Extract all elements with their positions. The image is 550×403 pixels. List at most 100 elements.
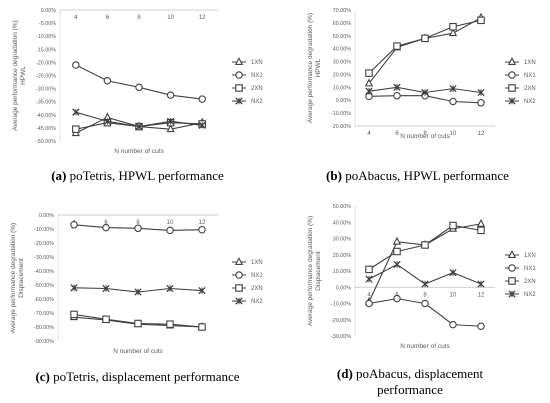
chart-b-point xyxy=(449,23,457,31)
chart-d-point xyxy=(393,247,401,256)
chart-a-point xyxy=(72,125,80,133)
chart-c-point xyxy=(166,226,174,235)
chart-a-point xyxy=(135,122,143,131)
caption-c: (c) poTetris, displacement performance xyxy=(0,369,275,385)
chart-b-x-title: N number of cuts xyxy=(400,133,450,140)
chart-b-point xyxy=(393,83,401,91)
chart-d-legend-label: NX1 xyxy=(524,266,536,272)
chart-b-legend-marker xyxy=(508,84,516,92)
chart-a-xtick-label: 4 xyxy=(74,15,78,21)
chart-b-point xyxy=(365,87,373,95)
chart-d-point xyxy=(477,280,485,288)
chart-d-ytick-label: -20.00% xyxy=(331,318,351,324)
chart-a-point xyxy=(103,117,112,126)
chart-d-point xyxy=(449,221,457,230)
chart-b-xtick-label: 10 xyxy=(450,131,457,137)
chart-c-x-title: N number of cuts xyxy=(113,348,163,355)
chart-b-ytick-label: 30.00% xyxy=(333,60,351,66)
chart-b-point xyxy=(477,16,485,25)
chart-a-point xyxy=(72,61,80,69)
chart-b-legend-label: NX2 xyxy=(524,99,536,105)
chart-c-point xyxy=(134,288,142,296)
chart-a-series-nx1-line xyxy=(75,64,203,100)
caption-d-text2: performance xyxy=(377,382,443,397)
chart-c-legend-label: 2XN xyxy=(251,286,263,292)
chart-c-point xyxy=(166,320,174,328)
chart-d-ytick-label: 10.00% xyxy=(333,269,351,275)
chart-c-point xyxy=(166,284,174,293)
chart-a-xtick-label: 10 xyxy=(167,15,174,21)
chart-d-legend-label: NX2 xyxy=(524,292,536,298)
chart-a-point xyxy=(166,91,175,99)
chart-d-legend-marker xyxy=(508,264,516,272)
chart-b-legend-label: 2XN xyxy=(524,86,536,92)
chart-c-legend-marker xyxy=(235,271,243,279)
chart-c-ytick-label: 0.00% xyxy=(39,213,54,219)
chart-b-ytick-label: -10.00% xyxy=(331,111,351,117)
chart-d-point xyxy=(392,236,402,245)
chart-a-ytick-label: -50.00% xyxy=(36,139,56,145)
chart-a-legend-marker xyxy=(235,97,243,105)
chart-a-y-title: Average performance degradation (%) xyxy=(12,20,19,130)
chart-b-legend-label: 1XN xyxy=(524,60,536,66)
chart-b-point xyxy=(477,88,485,97)
chart-b-point xyxy=(448,28,458,37)
chart-b-series-2xn xyxy=(365,16,485,77)
chart-a-point xyxy=(166,124,175,133)
chart-b-xtick-label: 12 xyxy=(478,131,485,137)
chart-c-ytick-label: -90.00% xyxy=(34,339,54,345)
chart-a-xtick-label: 6 xyxy=(106,15,110,21)
chart-c-point xyxy=(102,315,110,324)
chart-b-ytick-label: 70.00% xyxy=(333,8,351,14)
chart-a-point xyxy=(198,121,206,129)
chart-b-y-title: Average performance degradation (%) xyxy=(307,13,314,123)
chart-a-ytick-label: -35.00% xyxy=(36,100,56,106)
chart-d-ytick-label: -30.00% xyxy=(331,334,351,340)
caption-a: (a) poTetris, HPWL performance xyxy=(0,168,275,184)
chart-d-legend: 1XN NX1 2XN NX2 xyxy=(505,250,536,298)
chart-a-ytick-label: -45.00% xyxy=(36,126,56,132)
caption-a-letter: (a) xyxy=(51,168,67,183)
chart-c-point xyxy=(198,225,206,234)
chart-b-ytick-label: 0.00% xyxy=(336,98,351,104)
chart-d-point xyxy=(449,268,457,277)
chart-c-point xyxy=(70,310,78,319)
chart-b-series-1xn xyxy=(364,12,486,87)
chart-a-ytick-label: -40.00% xyxy=(36,113,56,119)
chart-d-y-subtitle: Displacement xyxy=(315,251,322,291)
chart-d-ytick-label: 40.00% xyxy=(333,220,351,226)
chart-a-ytick-label: 0.00% xyxy=(41,8,56,14)
chart-d-point xyxy=(476,218,486,227)
chart-c-series-nx2 xyxy=(70,284,206,296)
chart-c-point xyxy=(198,323,206,331)
caption-b-text: poAbacus, HPWL performance xyxy=(345,168,509,183)
chart-d-ytick-label: 0.00% xyxy=(336,285,351,291)
chart-d-series-nx1 xyxy=(365,294,485,330)
chart-a-xtick-label: 12 xyxy=(199,15,206,21)
chart-c-series-2xn xyxy=(70,310,206,331)
chart-b-point xyxy=(449,97,457,106)
chart-b-xtick-label: 6 xyxy=(395,131,399,137)
chart-a-ytick-label: -10.00% xyxy=(36,34,56,40)
chart-b-ytick-label: 10.00% xyxy=(333,85,351,91)
caption-c-letter: (c) xyxy=(35,369,50,384)
chart-b-legend-marker xyxy=(507,57,517,65)
chart-c-ytick-label: -50.00% xyxy=(34,283,54,289)
chart-d-xtick-label: 4 xyxy=(367,292,371,298)
chart-b-ytick-label: 20.00% xyxy=(333,72,351,78)
chart-a-ytick-label: -15.00% xyxy=(36,47,56,53)
chart-b-ytick-label: 50.00% xyxy=(333,34,351,40)
chart-a-legend-label: 1XN xyxy=(251,60,263,66)
chart-a-legend-marker xyxy=(234,57,244,65)
chart-a-point xyxy=(198,95,206,103)
chart-c-point xyxy=(102,223,110,232)
chart-a-point xyxy=(103,76,112,85)
chart-b-series-2xn-line xyxy=(368,19,482,74)
chart-b-ytick-label: 60.00% xyxy=(333,21,351,27)
chart-d-xtick-label: 10 xyxy=(450,292,457,298)
chart-b-xtick-label: 8 xyxy=(423,131,427,137)
caption-c-text: poTetris, displacement performance xyxy=(53,369,240,384)
chart-b-series-nx1 xyxy=(365,91,485,107)
chart-c-y-subtitle: Displacement xyxy=(18,258,25,298)
